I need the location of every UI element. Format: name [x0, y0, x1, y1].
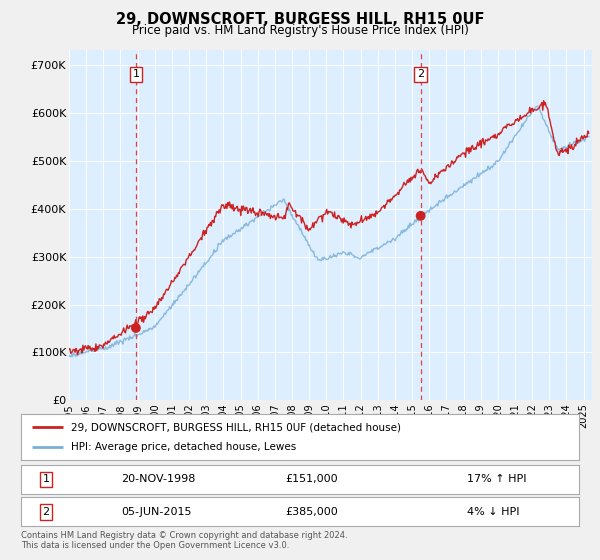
Text: Contains HM Land Registry data © Crown copyright and database right 2024.
This d: Contains HM Land Registry data © Crown c… [21, 531, 347, 550]
Text: 29, DOWNSCROFT, BURGESS HILL, RH15 0UF (detached house): 29, DOWNSCROFT, BURGESS HILL, RH15 0UF (… [71, 422, 401, 432]
Text: 4% ↓ HPI: 4% ↓ HPI [467, 507, 520, 517]
Text: 1: 1 [133, 69, 139, 80]
Text: 17% ↑ HPI: 17% ↑ HPI [467, 474, 527, 484]
Text: £151,000: £151,000 [285, 474, 337, 484]
Text: 1: 1 [43, 474, 50, 484]
Text: Price paid vs. HM Land Registry's House Price Index (HPI): Price paid vs. HM Land Registry's House … [131, 24, 469, 36]
Text: 29, DOWNSCROFT, BURGESS HILL, RH15 0UF: 29, DOWNSCROFT, BURGESS HILL, RH15 0UF [116, 12, 484, 27]
Text: 20-NOV-1998: 20-NOV-1998 [121, 474, 196, 484]
Text: £385,000: £385,000 [285, 507, 338, 517]
Point [131, 324, 141, 333]
Point [416, 211, 425, 220]
Text: HPI: Average price, detached house, Lewes: HPI: Average price, detached house, Lewe… [71, 442, 296, 452]
Text: 2: 2 [417, 69, 424, 80]
Text: 2: 2 [43, 507, 50, 517]
Text: 05-JUN-2015: 05-JUN-2015 [121, 507, 192, 517]
